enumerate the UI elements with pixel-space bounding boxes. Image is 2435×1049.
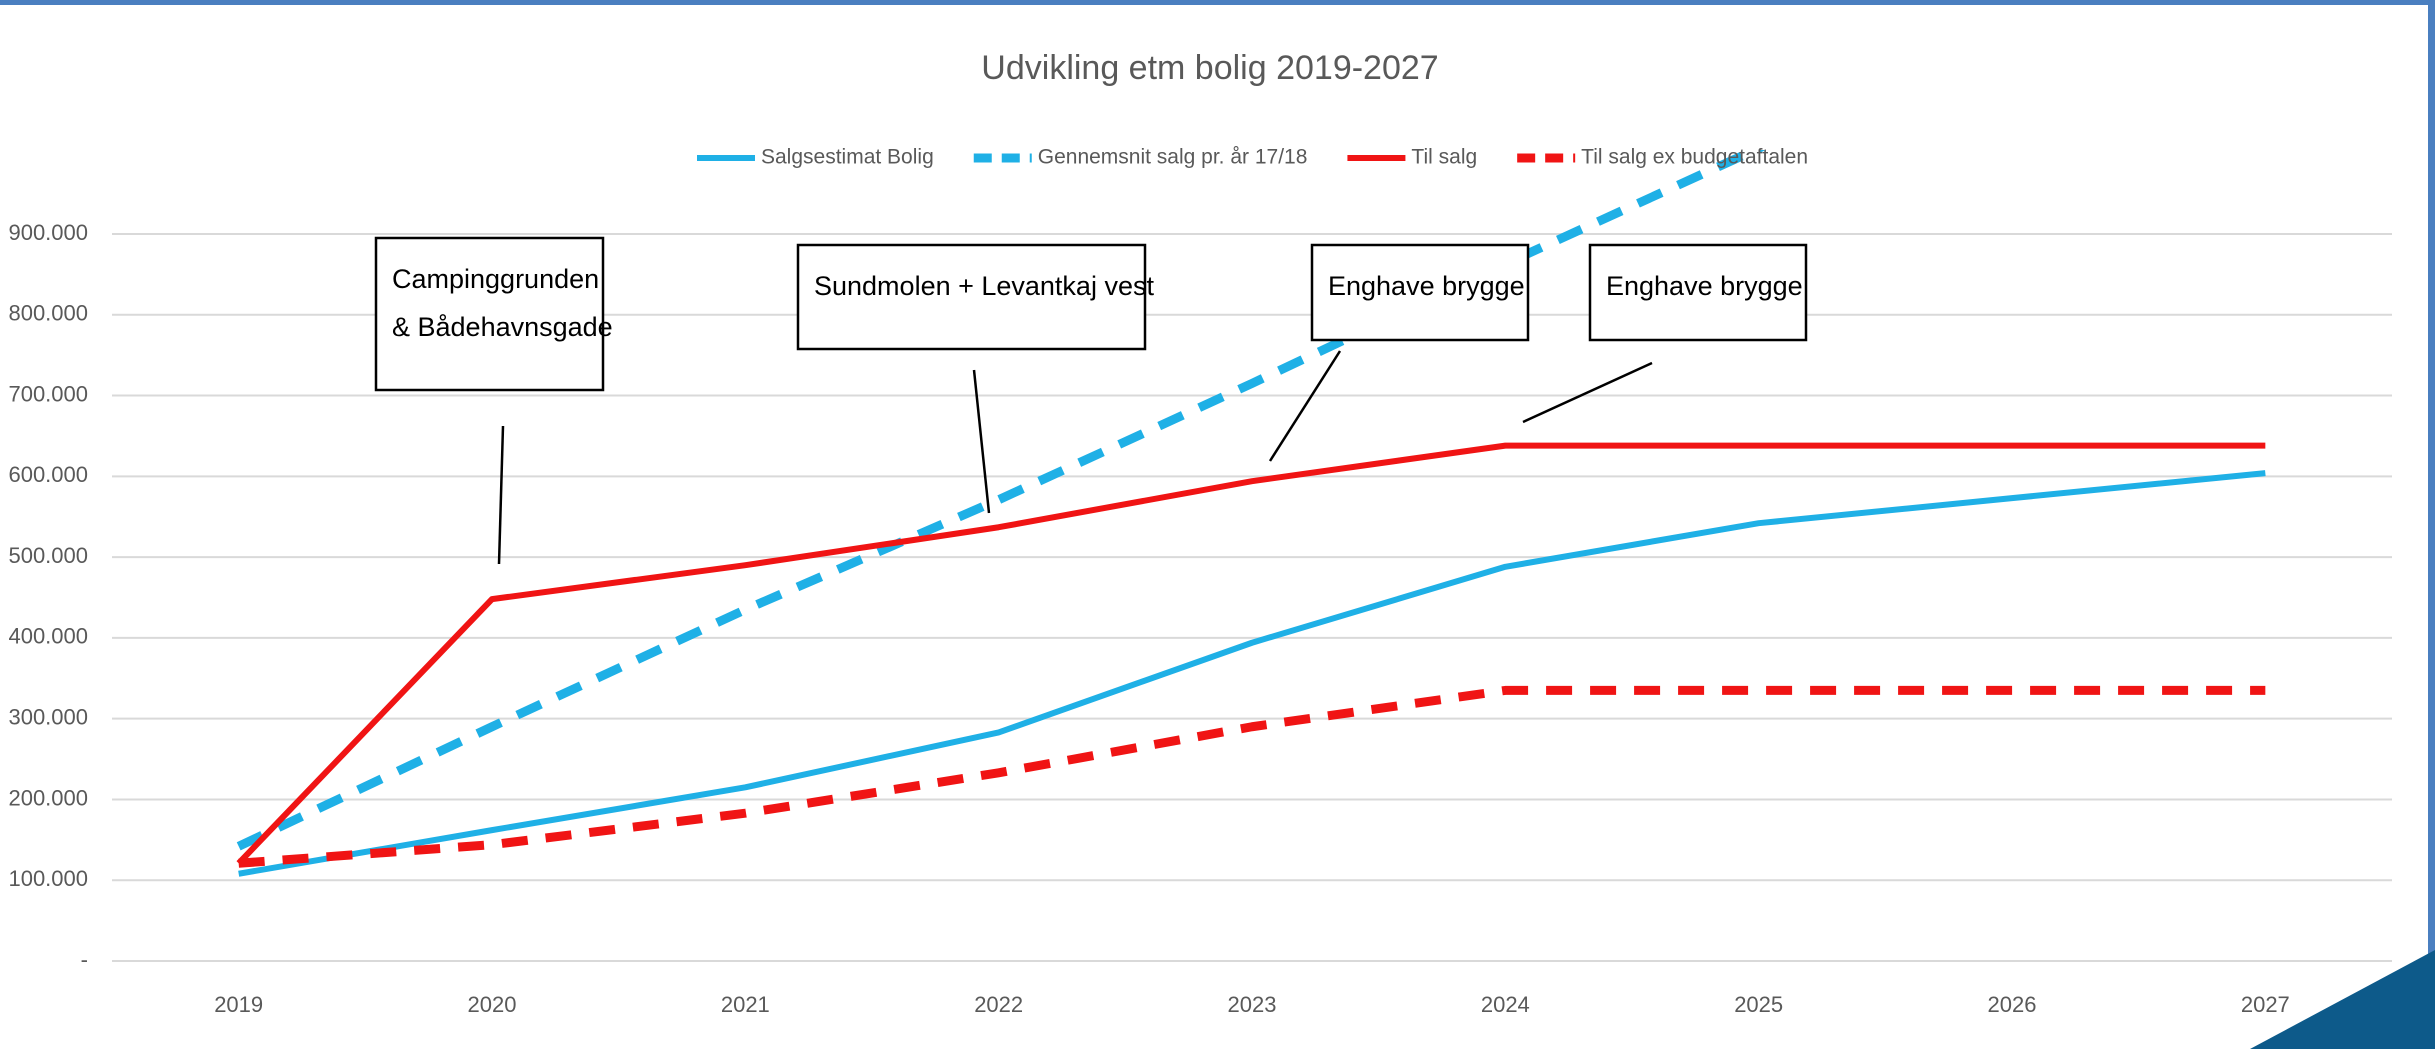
- x-tick-label: 2020: [468, 992, 517, 1017]
- y-tick-label: 500.000: [8, 543, 88, 568]
- annotation-text: Campinggrunden: [392, 264, 599, 294]
- series-line: [238, 470, 2266, 877]
- y-tick-label: 800.000: [8, 301, 88, 326]
- x-tick-label: 2025: [1734, 992, 1783, 1017]
- series-line: [236, 150, 1766, 851]
- x-tick-label: 2023: [1228, 992, 1277, 1017]
- annotation-pointer: [972, 369, 991, 514]
- legend-label: Til salg ex budgetaftalen: [1581, 146, 1808, 169]
- annotation-box: [1588, 243, 1808, 342]
- y-tick-label: 300.000: [8, 704, 88, 729]
- annotation-text: Sundmolen + Levantkaj vest: [814, 271, 1154, 301]
- y-tick-label: 700.000: [8, 381, 88, 406]
- legend-label: Til salg: [1411, 146, 1477, 169]
- frame-edge: [0, 0, 2435, 5]
- chart-title: Udvikling etm bolig 2019-2027: [981, 49, 1438, 87]
- legend-label: Salgsestimat Bolig: [761, 146, 934, 169]
- series-line: [238, 685, 2266, 868]
- x-tick-label: 2019: [214, 992, 263, 1017]
- annotation-box: [1310, 243, 1530, 342]
- annotation-pointer: [1522, 361, 1653, 424]
- x-tick-label: 2021: [721, 992, 770, 1017]
- frame-edge: [2428, 0, 2435, 1049]
- legend-label: Gennemsnit salg pr. år 17/18: [1038, 146, 1308, 169]
- annotation-text: & Bådehavnsgade: [392, 312, 613, 342]
- annotation-box: [374, 236, 605, 392]
- x-tick-label: 2027: [2241, 992, 2290, 1017]
- y-tick-label: 100.000: [8, 866, 88, 891]
- corner-decoration: [2250, 950, 2435, 1049]
- x-tick-label: 2024: [1481, 992, 1530, 1017]
- series-line: [236, 442, 2266, 866]
- annotation-pointer: [497, 425, 505, 565]
- x-tick-label: 2026: [1988, 992, 2037, 1017]
- x-tick-label: 2022: [974, 992, 1023, 1017]
- annotation-text: Enghave brygge: [1606, 271, 1803, 301]
- annotation-box: [796, 243, 1147, 351]
- y-tick-label: 600.000: [8, 462, 88, 487]
- y-tick-label: -: [81, 947, 88, 972]
- y-tick-label: 400.000: [8, 624, 88, 649]
- annotation-text: Enghave brygge: [1328, 271, 1525, 301]
- annotation-pointer: [1268, 350, 1342, 462]
- y-tick-label: 900.000: [8, 220, 88, 245]
- y-tick-label: 200.000: [8, 785, 88, 810]
